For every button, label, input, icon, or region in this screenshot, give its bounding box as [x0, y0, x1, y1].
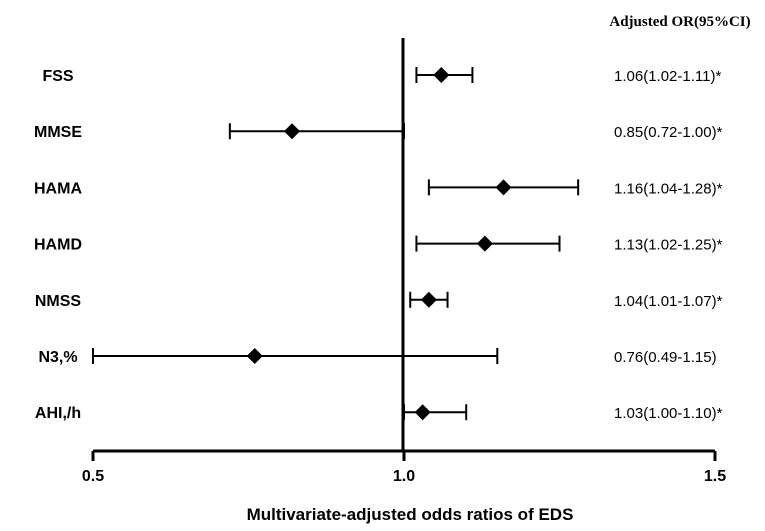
or-point-marker — [246, 348, 263, 364]
forest-rows: FSS 1.06(1.02-1.11)*MMSE 0.85(0.72-1.00)*H… — [34, 67, 723, 422]
or-ci-text: 0.76(0.49-1.15) — [614, 349, 717, 366]
x-tick-label: 1.0 — [393, 468, 415, 485]
or-ci-value: 1.16(1.04-1.28) — [614, 180, 717, 197]
or-ci-text: 1.03(1.00-1.10)* — [614, 405, 723, 422]
or-ci-value: 1.13(1.02-1.25) — [614, 237, 717, 254]
significance-marker: * — [715, 68, 721, 85]
or-ci-text: 0.85(0.72-1.00)* — [614, 124, 723, 141]
or-ci-value: 1.03(1.00-1.10) — [614, 405, 717, 422]
row-label: HAMA — [34, 180, 82, 197]
row-label: AHI,/h — [35, 405, 81, 422]
row-label: N3,% — [38, 349, 77, 366]
column-header: Adjusted OR(95%CI) — [609, 14, 750, 30]
or-ci-value: 0.76(0.49-1.15) — [614, 349, 717, 366]
significance-marker: * — [717, 237, 723, 254]
x-tick-label: 0.5 — [82, 468, 104, 485]
row-label: FSS — [42, 68, 73, 85]
or-ci-value: 1.06(1.02-1.11) — [614, 68, 715, 85]
or-point-marker — [433, 67, 450, 83]
forest-row: FSS 1.06(1.02-1.11)* — [42, 67, 721, 85]
x-tick-label: 1.5 — [704, 468, 726, 485]
forest-row: HAMD 1.13(1.02-1.25)* — [34, 235, 723, 254]
significance-marker: * — [717, 293, 723, 310]
x-axis-label: Multivariate-adjusted odds ratios of EDS — [247, 505, 574, 524]
significance-marker: * — [717, 180, 723, 197]
or-ci-text: 1.16(1.04-1.28)* — [614, 180, 723, 197]
or-point-marker — [420, 291, 437, 308]
or-point-marker — [284, 123, 301, 140]
x-axis-ticks: 0.5 1.0 1.5 — [82, 451, 726, 485]
or-point-marker — [476, 235, 493, 252]
or-ci-text: 1.04(1.01-1.07)* — [614, 293, 723, 310]
row-label: MMSE — [34, 124, 82, 141]
or-ci-value: 1.04(1.01-1.07) — [614, 293, 717, 310]
forest-row: N3,% 0.76(0.49-1.15) — [38, 348, 717, 366]
forest-row: MMSE 0.85(0.72-1.00)* — [34, 123, 723, 141]
forest-row: NMSS 1.04(1.01-1.07)* — [35, 291, 723, 310]
significance-marker: * — [717, 405, 723, 422]
or-ci-value: 0.85(0.72-1.00) — [614, 124, 717, 141]
forest-row: HAMA 1.16(1.04-1.28)* — [34, 179, 723, 197]
row-label: NMSS — [35, 293, 82, 310]
forest-row: AHI,/h 1.03(1.00-1.10)* — [35, 404, 723, 422]
or-ci-text: 1.13(1.02-1.25)* — [614, 237, 723, 254]
or-point-marker — [495, 179, 512, 196]
significance-marker: * — [717, 124, 723, 141]
row-label: HAMD — [34, 237, 82, 254]
or-ci-text: 1.06(1.02-1.11)* — [614, 68, 721, 85]
or-point-marker — [414, 404, 431, 421]
